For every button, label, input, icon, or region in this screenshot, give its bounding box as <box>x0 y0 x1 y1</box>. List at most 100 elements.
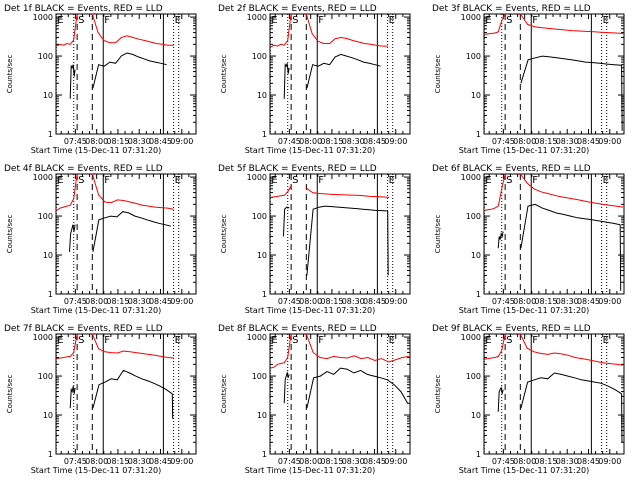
x-tick-label: 07:45 <box>492 297 515 306</box>
y-tick-label: 1000 <box>461 333 481 342</box>
lld-series-line <box>56 13 78 47</box>
time-marker-label: E <box>271 175 277 186</box>
x-tick-label: 08:15 <box>320 297 343 306</box>
lld-series-line <box>270 13 292 48</box>
x-tick-label: 08:00 <box>513 457 536 466</box>
time-marker-label: S <box>78 175 84 186</box>
y-axis-label: Counts/sec <box>434 55 442 94</box>
time-marker-label: E <box>271 15 277 26</box>
x-tick-label: 08:45 <box>363 457 386 466</box>
lld-series-line <box>270 333 292 369</box>
lld-series-line <box>56 173 78 211</box>
x-tick-label: 08:00 <box>299 137 322 146</box>
x-tick-label: 08:30 <box>128 457 151 466</box>
lld-series-line <box>484 13 506 35</box>
x-tick-label: 08:30 <box>342 137 365 146</box>
y-tick-label: 1000 <box>247 173 267 182</box>
panel-title: Det 8f BLACK = Events, RED = LLD <box>218 324 377 334</box>
events-series-line <box>92 211 172 252</box>
x-tick-label: 08:15 <box>106 137 129 146</box>
x-tick-label: 08:15 <box>106 297 129 306</box>
x-tick-label: 09:00 <box>598 137 621 146</box>
x-tick-label: 08:15 <box>320 137 343 146</box>
panel-title: Det 4f BLACK = Events, RED = LLD <box>4 164 163 174</box>
time-marker-label: E <box>175 15 181 26</box>
time-marker-label: E <box>603 15 609 26</box>
x-axis-label: Start Time (15-Dec-11 07:31:20) <box>31 466 162 475</box>
time-marker-label: S <box>292 15 298 26</box>
panel-title: Det 6f BLACK = Events, RED = LLD <box>432 164 591 174</box>
time-marker-label: S <box>506 15 512 26</box>
x-tick-label: 09:00 <box>170 137 193 146</box>
y-axis-label: Counts/sec <box>220 375 228 414</box>
lld-series-line <box>270 185 292 198</box>
x-tick-label: 08:30 <box>556 457 579 466</box>
time-marker-label: E <box>389 175 395 186</box>
x-tick-label: 08:15 <box>534 137 557 146</box>
time-marker-label: E <box>271 335 277 346</box>
x-axis-label: Start Time (15-Dec-11 07:31:20) <box>31 306 162 315</box>
y-axis-label: Counts/sec <box>220 215 228 254</box>
y-tick-label: 100 <box>38 212 53 221</box>
y-tick-label: 10 <box>471 411 481 420</box>
x-tick-label: 08:00 <box>513 297 536 306</box>
y-tick-label: 10 <box>257 91 267 100</box>
events-series-line <box>92 369 173 409</box>
time-marker-label: E <box>389 15 395 26</box>
events-series-line <box>520 55 622 84</box>
panel-title: Det 7f BLACK = Events, RED = LLD <box>4 324 163 334</box>
y-axis-label: Counts/sec <box>6 55 14 94</box>
y-tick-label: 10 <box>43 411 53 420</box>
time-marker-label: F <box>318 335 324 346</box>
y-tick-label: 10 <box>43 251 53 260</box>
x-tick-label: 09:00 <box>598 297 621 306</box>
y-axis-label: Counts/sec <box>220 55 228 94</box>
events-series-line <box>497 386 504 412</box>
panel-title: Det 2f BLACK = Events, RED = LLD <box>218 4 377 14</box>
events-series-line <box>306 367 409 409</box>
x-axis-label: Start Time (15-Dec-11 07:31:20) <box>459 306 590 315</box>
x-tick-label: 08:00 <box>513 137 536 146</box>
y-tick-label: 1 <box>48 290 53 299</box>
x-axis-label: Start Time (15-Dec-11 07:31:20) <box>31 146 162 155</box>
x-tick-label: 08:45 <box>149 297 172 306</box>
x-tick-label: 08:00 <box>85 457 108 466</box>
x-tick-label: 08:45 <box>363 297 386 306</box>
x-tick-label: 09:00 <box>384 457 407 466</box>
x-axis-label: Start Time (15-Dec-11 07:31:20) <box>459 466 590 475</box>
events-series-line <box>520 372 622 409</box>
time-marker-label: E <box>57 175 63 186</box>
x-tick-label: 08:15 <box>320 457 343 466</box>
time-marker-label: S <box>292 175 298 186</box>
lld-series-line <box>305 333 410 363</box>
x-axis-label: Start Time (15-Dec-11 07:31:20) <box>245 306 376 315</box>
time-marker-label: S <box>78 15 84 26</box>
x-tick-label: 07:45 <box>64 297 87 306</box>
x-tick-label: 08:00 <box>299 297 322 306</box>
events-series-line <box>306 205 388 276</box>
x-tick-label: 08:15 <box>534 457 557 466</box>
x-tick-label: 08:30 <box>128 137 151 146</box>
y-tick-label: 100 <box>252 52 267 61</box>
events-series-line <box>69 64 76 99</box>
y-tick-label: 1000 <box>33 173 53 182</box>
events-series-line <box>387 210 389 276</box>
y-tick-label: 10 <box>471 251 481 260</box>
panel-det-6: Det 6f BLACK = Events, RED = LLD 1 10 100 10… <box>432 164 625 315</box>
x-tick-label: 08:15 <box>106 457 129 466</box>
x-tick-label: 08:45 <box>149 457 172 466</box>
x-tick-label: 09:00 <box>170 457 193 466</box>
y-tick-label: 100 <box>38 372 53 381</box>
panel-det-1: Det 1f BLACK = Events, RED = LLD 1 10 100 10… <box>4 4 197 155</box>
x-tick-label: 09:00 <box>598 457 621 466</box>
lld-series-line <box>305 13 388 47</box>
time-marker-label: S <box>292 335 298 346</box>
time-marker-label: F <box>104 335 110 346</box>
x-tick-label: 08:30 <box>128 297 151 306</box>
y-tick-label: 1 <box>262 290 267 299</box>
panel-title: Det 5f BLACK = Events, RED = LLD <box>218 164 377 174</box>
y-axis-label: Counts/sec <box>434 215 442 254</box>
panel-det-2: Det 2f BLACK = Events, RED = LLD 1 10 100 10… <box>218 4 411 155</box>
time-marker-label: E <box>603 175 609 186</box>
